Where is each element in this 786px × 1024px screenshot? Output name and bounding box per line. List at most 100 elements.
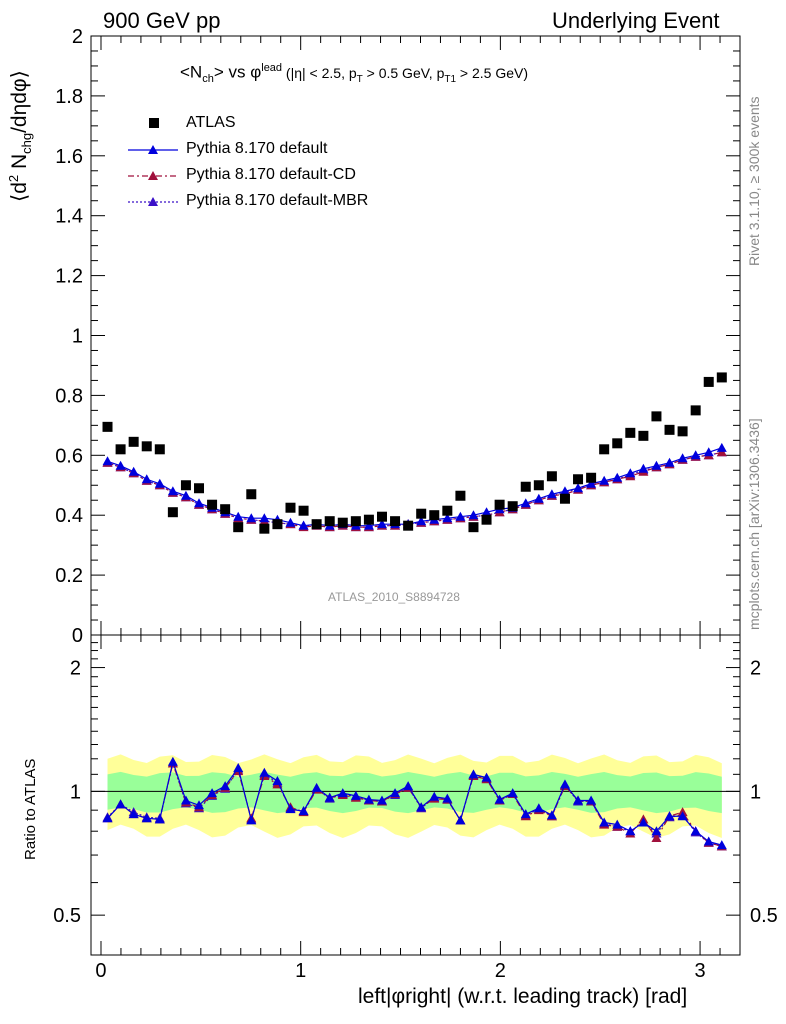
main-point-default (664, 457, 675, 467)
analysis-watermark: ATLAS_2010_S8894728 (328, 590, 460, 604)
main-point-default (599, 475, 610, 485)
ratio-point-default (455, 815, 466, 825)
main-point-atlas (311, 519, 322, 530)
ratio-y-tick-label-right: 1 (750, 781, 761, 803)
legend-mbr-marker (148, 197, 158, 206)
main-point-atlas (677, 426, 688, 437)
main-point-default (651, 460, 662, 470)
main-point-default (442, 513, 453, 523)
main-point-atlas (625, 427, 636, 438)
main-point-atlas (233, 522, 244, 533)
main-point-atlas (167, 507, 178, 518)
ratio-point-default (625, 826, 636, 836)
ratio-point-default (442, 793, 453, 803)
main-point-atlas (102, 421, 113, 432)
main-point-atlas (442, 505, 453, 516)
main-y-tick-label: 0.2 (55, 565, 83, 587)
ratio-point-default (403, 781, 414, 791)
main-y-tick-label: 1.8 (55, 86, 83, 108)
main-y-tick-label: 0.4 (55, 505, 83, 527)
main-point-atlas (651, 411, 662, 422)
main-point-default (285, 517, 296, 527)
main-point-atlas (246, 489, 257, 500)
ratio-point-default (599, 817, 610, 827)
ratio-point-default (651, 826, 662, 836)
legend: ATLAS Pythia 8.170 default Pythia 8.170 … (120, 112, 420, 222)
main-point-atlas (690, 405, 701, 416)
main-point-atlas (664, 424, 675, 435)
main-point-atlas (403, 520, 414, 531)
header-left-label: 900 GeV pp (103, 8, 221, 33)
main-y-tick-label: 0.8 (55, 385, 83, 407)
legend-markers (128, 118, 178, 206)
main-y-tick-label: 2 (72, 26, 83, 48)
main-point-default (468, 510, 479, 520)
ratio-inner-band (107, 771, 722, 814)
ratio-point-default (154, 814, 165, 824)
main-point-atlas (207, 499, 218, 510)
main-frame (90, 35, 741, 636)
main-point-atlas (272, 519, 283, 530)
main-point-atlas (586, 472, 597, 483)
main-point-atlas (220, 504, 231, 515)
main-point-default (102, 456, 113, 466)
legend-atlas-label: ATLAS (186, 114, 236, 131)
ratio-point-default (416, 802, 427, 812)
ratio-point-default (716, 840, 727, 850)
main-point-default (363, 520, 374, 530)
ratio-point-default (520, 809, 531, 819)
main-point-atlas (546, 471, 557, 482)
ratio-point-default (481, 772, 492, 782)
ratio-point-default (703, 836, 714, 846)
legend-default-label: Pythia 8.170 default (186, 140, 328, 157)
main-point-default (573, 483, 584, 493)
main-point-default (246, 513, 257, 523)
ratio-point-default (546, 810, 557, 820)
ratio-point-default (468, 769, 479, 779)
main-point-default (612, 472, 623, 482)
ratio-point-default (324, 792, 335, 802)
main-point-atlas (494, 499, 505, 510)
main-point-default (703, 447, 714, 457)
ratio-point-default (638, 817, 649, 827)
main-point-default (194, 498, 205, 508)
ratio-y-tick-label-left: 1 (70, 781, 81, 803)
main-point-atlas (455, 490, 466, 501)
ratio-point-default (494, 794, 505, 804)
header-right-label: Underlying Event (552, 8, 720, 33)
main-point-atlas (468, 522, 479, 533)
legend-default-marker (148, 145, 158, 154)
main-point-atlas (194, 483, 205, 494)
ratio-point-default (233, 762, 244, 772)
ratio-frame (90, 634, 741, 956)
main-point-atlas (115, 444, 126, 455)
ratio-point-default (298, 806, 309, 816)
main-point-default (259, 513, 270, 523)
main-point-default (677, 453, 688, 463)
ratio-point-default (141, 813, 152, 823)
ratio-point-default (259, 767, 270, 777)
main-point-atlas (559, 493, 570, 504)
main-point-atlas (520, 481, 531, 492)
ratio-point-default (677, 811, 688, 821)
x-tick-label: 1 (295, 960, 306, 982)
main-y-tick-label: 1.6 (55, 146, 83, 168)
ratio-point-default (194, 800, 205, 810)
ratio-point-default (533, 803, 544, 813)
ratio-y-tick-label-left: 2 (70, 658, 81, 680)
legend-atlas-marker (149, 118, 159, 128)
main-point-default (376, 519, 387, 529)
main-point-default (167, 486, 178, 496)
main-point-atlas (298, 505, 309, 516)
main-y-tick-label: 0 (72, 625, 83, 647)
main-point-atlas (350, 516, 361, 527)
main-point-default (638, 463, 649, 473)
ratio-point-default (586, 795, 597, 805)
main-point-atlas (533, 480, 544, 491)
x-axis-label: left|φright| (w.r.t. leading track) [rad… (358, 985, 688, 1008)
main-point-default (154, 478, 165, 488)
main-point-atlas (128, 436, 139, 447)
ratio-point-default (285, 804, 296, 814)
main-point-default (141, 474, 152, 484)
